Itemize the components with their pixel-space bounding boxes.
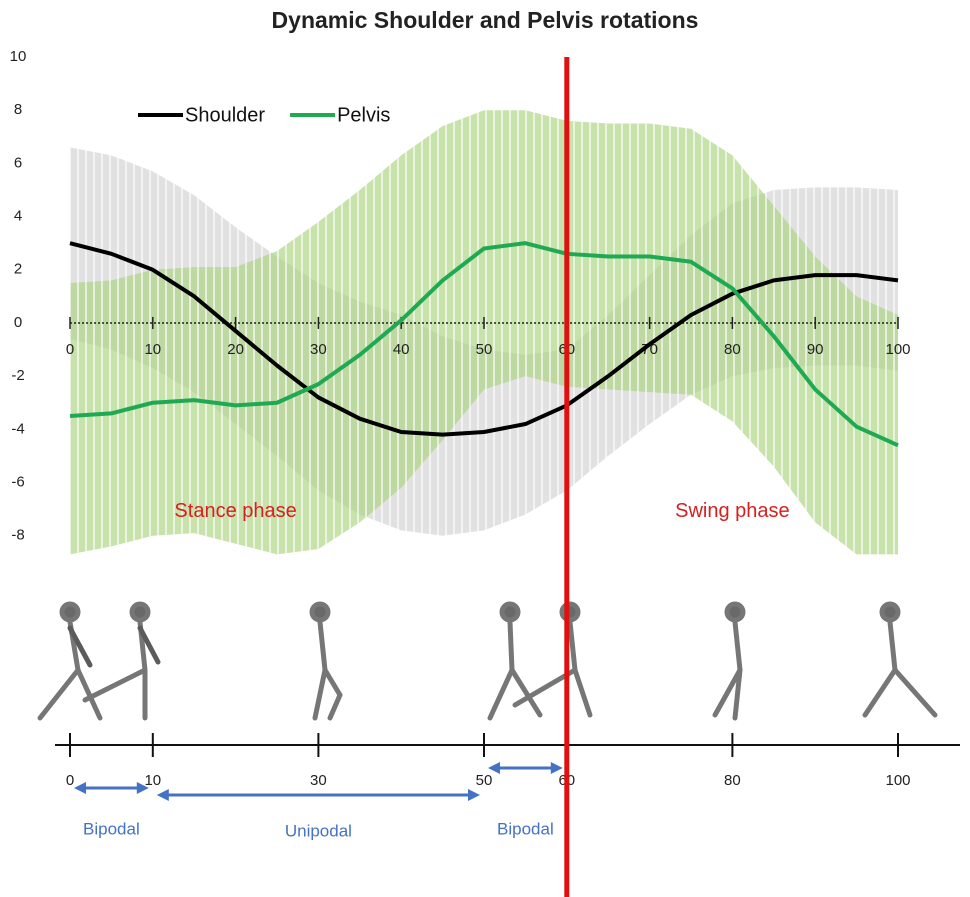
legend-label: Shoulder <box>185 104 265 126</box>
y-tick-label: 8 <box>14 101 22 118</box>
x-tick-label: 100 <box>885 341 910 358</box>
timeline-tick-label: 50 <box>476 772 493 789</box>
arrow-head <box>74 782 86 794</box>
x-tick-label: 50 <box>476 341 493 358</box>
arrow-head <box>136 782 149 794</box>
timeline-tick-label: 0 <box>66 772 74 789</box>
gait-figures <box>37 601 938 721</box>
x-tick-label: 30 <box>310 341 327 358</box>
annotation: Swing phase <box>675 500 790 522</box>
y-tick-label: -4 <box>11 420 24 437</box>
y-tick-label: 0 <box>14 314 22 331</box>
x-tick-label: 20 <box>227 341 244 358</box>
x-tick-label: 0 <box>66 341 74 358</box>
bands <box>70 40 898 557</box>
y-tick-label: -2 <box>11 367 24 384</box>
annotation: Stance phase <box>174 500 296 522</box>
arrow-head <box>156 789 169 801</box>
y-tick-label: 4 <box>14 208 22 225</box>
plot: -8-6-4-202468100102030405060708090100Sho… <box>10 48 911 544</box>
x-tick-label: 80 <box>724 341 741 358</box>
x-tick-label: 10 <box>144 341 161 358</box>
x-tick-label: 90 <box>807 341 824 358</box>
timeline-tick-label: 30 <box>310 772 327 789</box>
timeline-tick-label: 10 <box>144 772 161 789</box>
x-tick-label: 40 <box>393 341 410 358</box>
y-tick-label: 2 <box>14 261 22 278</box>
y-tick-label: -6 <box>11 474 24 491</box>
phase-label: Unipodal <box>285 821 352 840</box>
chart-title: Dynamic Shoulder and Pelvis rotations <box>272 7 699 33</box>
y-tick-label: 10 <box>10 48 27 65</box>
y-tick-label: -8 <box>11 527 24 544</box>
gait-timeline: 01030506080100BipodalUnipodalBipodal <box>55 733 960 840</box>
arrow-head <box>468 789 480 801</box>
y-tick-label: 6 <box>14 154 22 171</box>
arrow-head <box>488 762 500 774</box>
timeline-tick-label: 80 <box>724 772 741 789</box>
legend-label: Pelvis <box>337 104 390 126</box>
arrow-head <box>550 762 563 774</box>
timeline-tick-label: 100 <box>885 772 910 789</box>
phase-label: Bipodal <box>497 819 554 838</box>
series-line <box>69 241 899 437</box>
phase-label: Bipodal <box>83 819 140 838</box>
series-line <box>69 241 899 448</box>
